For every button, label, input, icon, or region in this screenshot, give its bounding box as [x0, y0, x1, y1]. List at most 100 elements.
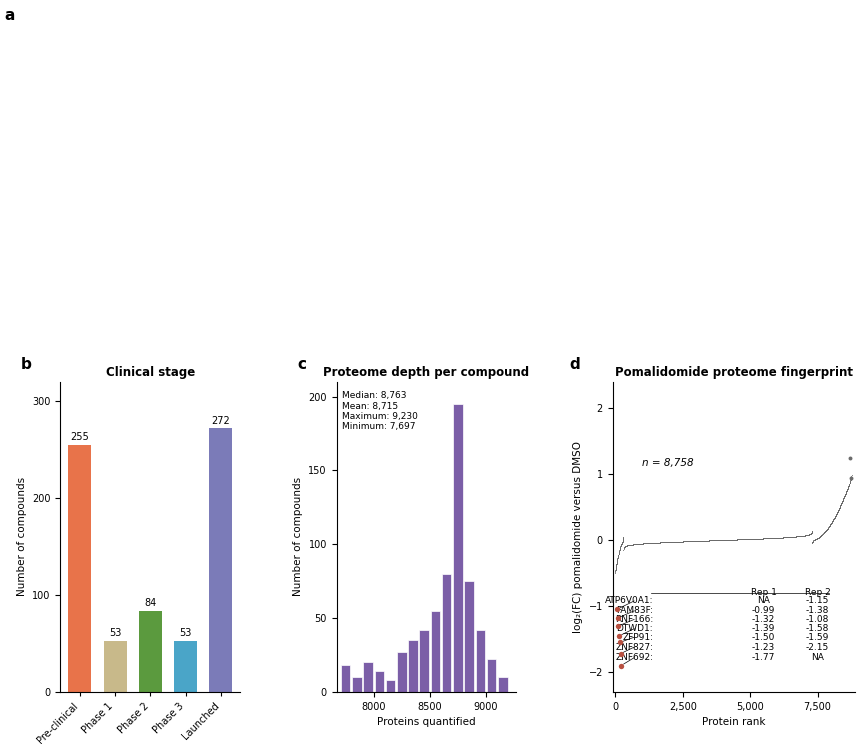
Point	[819, 525, 833, 536]
Point	[810, 533, 823, 545]
Point	[721, 534, 735, 546]
Point	[840, 486, 854, 498]
Point	[826, 515, 840, 527]
Point	[646, 537, 660, 549]
Point	[626, 539, 639, 551]
Point	[672, 536, 686, 548]
Point	[654, 536, 668, 548]
Point	[667, 536, 681, 548]
Point	[823, 519, 836, 531]
Point	[656, 536, 670, 548]
Point	[741, 533, 755, 545]
Point	[774, 532, 788, 544]
Point	[734, 533, 747, 545]
Point	[691, 535, 705, 547]
Point	[684, 535, 698, 547]
Point	[743, 533, 757, 545]
Point	[725, 533, 739, 545]
Point	[808, 533, 822, 545]
Point	[793, 530, 807, 542]
Point	[771, 532, 785, 544]
Point	[683, 535, 696, 547]
Point	[633, 538, 647, 550]
Point	[724, 533, 738, 545]
Point	[765, 532, 778, 544]
Point	[819, 525, 833, 536]
Point	[834, 499, 848, 511]
Point	[661, 536, 675, 548]
Point	[619, 539, 633, 551]
Point	[651, 536, 665, 548]
Point	[615, 537, 629, 549]
Point	[682, 536, 696, 548]
Point	[737, 533, 751, 545]
Point	[809, 533, 823, 545]
Point	[614, 539, 628, 551]
Point	[792, 530, 806, 542]
Point	[708, 534, 722, 546]
Point	[619, 540, 633, 552]
Point	[664, 536, 678, 548]
Point	[696, 535, 710, 547]
Point	[754, 533, 768, 545]
Point	[747, 533, 761, 545]
Point	[801, 529, 815, 541]
Point	[717, 534, 731, 546]
Point	[797, 530, 810, 542]
Point	[767, 532, 781, 544]
Point	[674, 536, 688, 548]
Point	[749, 533, 763, 545]
Point	[817, 527, 831, 539]
Point	[694, 535, 708, 547]
Point	[766, 532, 780, 544]
Point	[747, 533, 761, 545]
Point	[615, 537, 629, 549]
Point	[671, 536, 685, 548]
Point	[627, 539, 641, 551]
Point	[668, 536, 682, 548]
Point	[825, 516, 839, 528]
Point	[776, 531, 790, 543]
Point	[638, 537, 651, 549]
Point	[708, 534, 722, 546]
Point	[649, 536, 663, 548]
Point	[770, 532, 784, 544]
Point	[733, 533, 746, 545]
Point	[638, 537, 651, 549]
Point	[772, 532, 786, 544]
Point	[787, 530, 801, 542]
Point	[617, 542, 631, 554]
Point	[770, 532, 784, 544]
Point	[613, 540, 627, 552]
Point	[737, 533, 751, 545]
Point	[837, 491, 851, 503]
Point	[693, 535, 707, 547]
Point	[798, 530, 812, 542]
Point	[638, 537, 651, 549]
Point	[746, 533, 760, 545]
Point	[681, 536, 695, 548]
Point	[802, 529, 816, 541]
Point	[655, 536, 669, 548]
Point	[609, 560, 623, 572]
Point	[631, 538, 645, 550]
Point	[740, 533, 754, 545]
Point	[721, 534, 734, 546]
Point	[690, 535, 704, 547]
Point	[626, 539, 640, 551]
Point	[806, 535, 820, 547]
Point	[664, 536, 678, 548]
Point	[638, 537, 651, 549]
Point	[697, 535, 711, 547]
Point	[630, 538, 644, 550]
Point	[757, 533, 771, 545]
Point	[785, 531, 799, 543]
Point	[799, 529, 813, 541]
Point	[701, 535, 715, 547]
Point	[626, 539, 639, 551]
Point	[624, 539, 638, 551]
Point	[662, 536, 676, 548]
Point	[614, 540, 628, 552]
Point	[660, 536, 674, 548]
Point	[750, 533, 764, 545]
